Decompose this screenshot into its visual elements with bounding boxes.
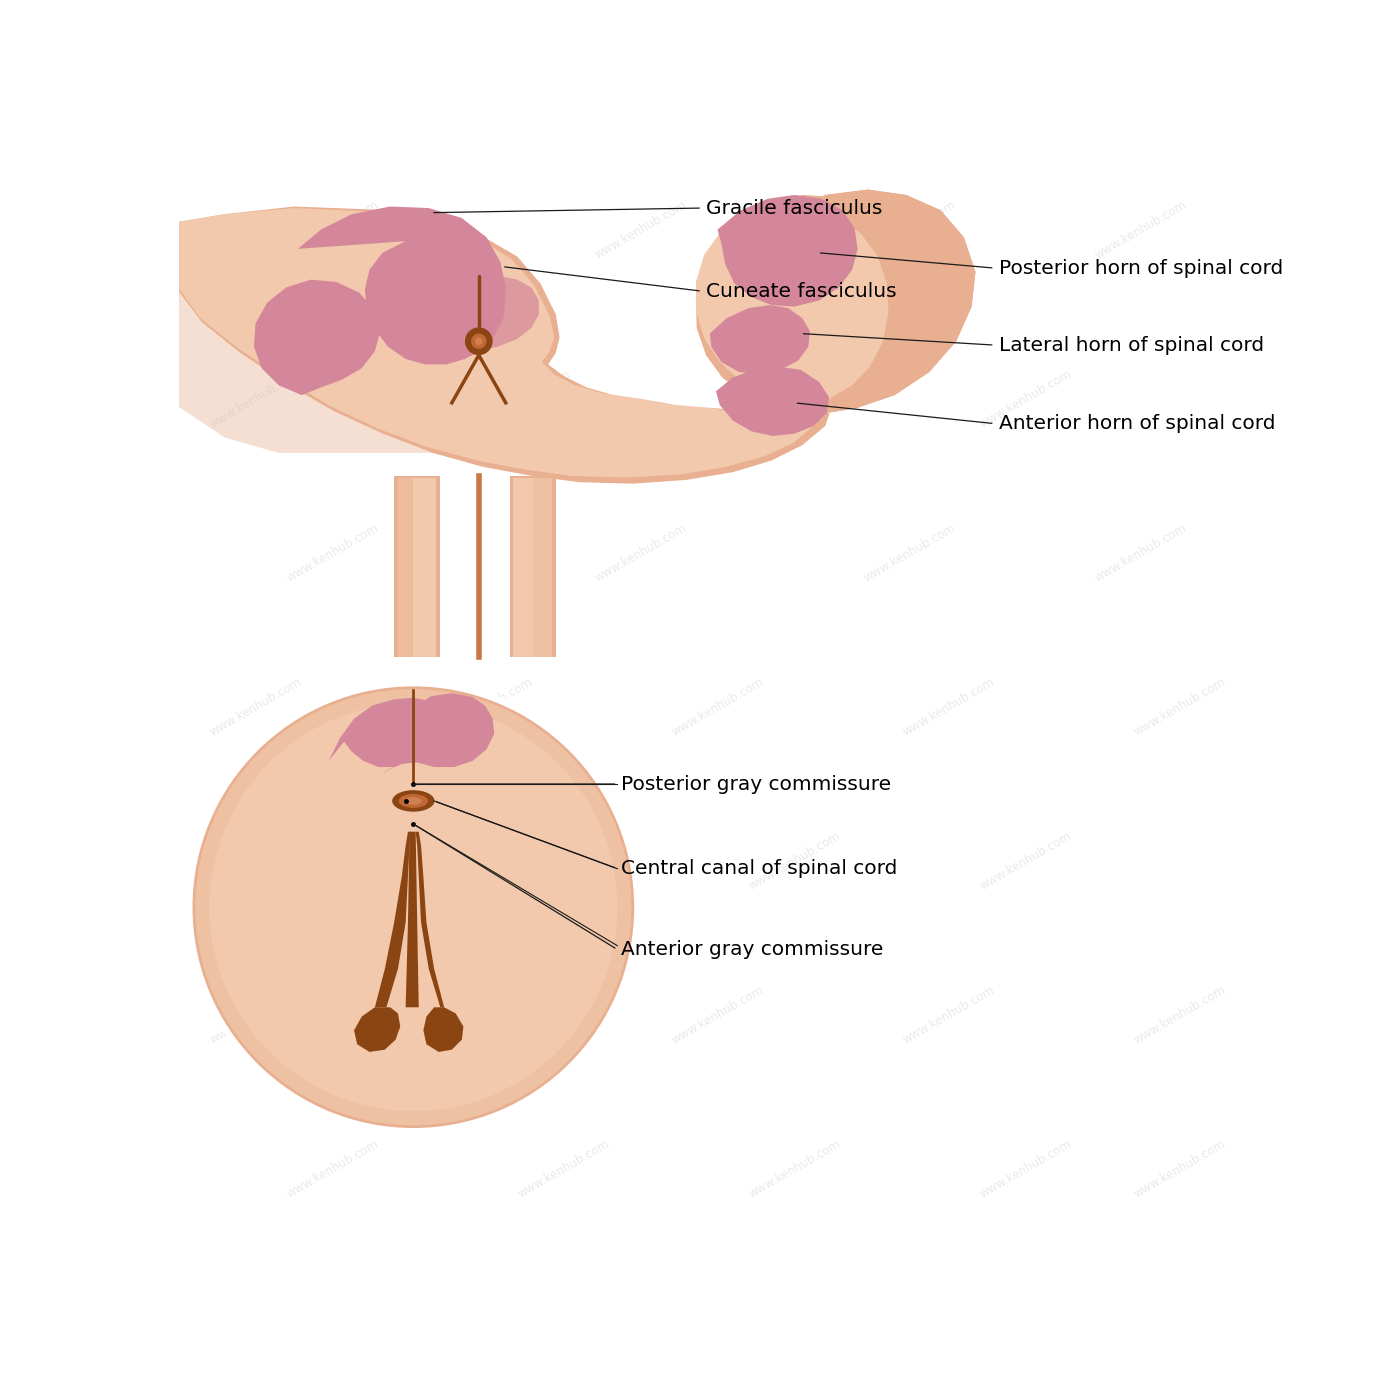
Polygon shape <box>385 234 505 364</box>
Text: www.kenhub.com: www.kenhub.com <box>1093 521 1189 585</box>
Polygon shape <box>179 291 433 454</box>
Polygon shape <box>696 189 976 414</box>
Text: www.kenhub.com: www.kenhub.com <box>515 829 612 893</box>
Circle shape <box>210 703 617 1112</box>
Text: www.kenhub.com: www.kenhub.com <box>592 197 689 262</box>
Text: www.kenhub.com: www.kenhub.com <box>207 367 304 431</box>
Text: www.kenhub.com: www.kenhub.com <box>207 983 304 1047</box>
Polygon shape <box>717 195 858 307</box>
Text: www.kenhub.com: www.kenhub.com <box>438 983 535 1047</box>
Text: www.kenhub.com: www.kenhub.com <box>862 521 958 585</box>
Polygon shape <box>514 477 552 657</box>
Text: www.kenhub.com: www.kenhub.com <box>746 1137 843 1201</box>
Ellipse shape <box>405 797 421 805</box>
Text: www.kenhub.com: www.kenhub.com <box>746 829 843 893</box>
Circle shape <box>186 680 641 1134</box>
Text: www.kenhub.com: www.kenhub.com <box>862 197 958 262</box>
Polygon shape <box>406 832 419 1008</box>
Circle shape <box>193 687 633 1127</box>
Polygon shape <box>395 476 440 657</box>
Text: www.kenhub.com: www.kenhub.com <box>592 521 689 585</box>
Text: Posterior horn of spinal cord: Posterior horn of spinal cord <box>998 259 1282 277</box>
Polygon shape <box>179 189 976 483</box>
Text: www.kenhub.com: www.kenhub.com <box>977 367 1074 431</box>
Circle shape <box>465 328 493 356</box>
Polygon shape <box>510 476 556 657</box>
Text: www.kenhub.com: www.kenhub.com <box>1131 983 1228 1047</box>
Text: Gracile fasciculus: Gracile fasciculus <box>706 199 882 217</box>
Polygon shape <box>375 832 412 1008</box>
Text: Anterior horn of spinal cord: Anterior horn of spinal cord <box>998 414 1275 433</box>
Ellipse shape <box>399 794 428 808</box>
Text: www.kenhub.com: www.kenhub.com <box>1131 1137 1228 1201</box>
Polygon shape <box>385 799 440 830</box>
Text: Lateral horn of spinal cord: Lateral horn of spinal cord <box>998 336 1264 354</box>
Polygon shape <box>696 206 889 405</box>
Text: www.kenhub.com: www.kenhub.com <box>284 1137 381 1201</box>
Polygon shape <box>398 477 437 657</box>
Polygon shape <box>423 1008 463 1051</box>
Text: www.kenhub.com: www.kenhub.com <box>284 521 381 585</box>
Polygon shape <box>381 763 438 801</box>
Text: Posterior gray commissure: Posterior gray commissure <box>622 774 892 794</box>
Text: Central canal of spinal cord: Central canal of spinal cord <box>622 860 897 878</box>
Text: www.kenhub.com: www.kenhub.com <box>900 675 997 739</box>
Polygon shape <box>382 767 433 785</box>
Polygon shape <box>329 697 447 767</box>
Polygon shape <box>179 193 952 477</box>
Ellipse shape <box>392 790 434 812</box>
Text: www.kenhub.com: www.kenhub.com <box>746 367 843 431</box>
Polygon shape <box>710 305 809 374</box>
Text: www.kenhub.com: www.kenhub.com <box>284 829 381 893</box>
Text: www.kenhub.com: www.kenhub.com <box>207 675 304 739</box>
Text: Cuneate fasciculus: Cuneate fasciculus <box>706 281 896 301</box>
Text: www.kenhub.com: www.kenhub.com <box>900 983 997 1047</box>
Text: www.kenhub.com: www.kenhub.com <box>1131 675 1228 739</box>
Polygon shape <box>298 206 505 364</box>
Polygon shape <box>416 832 444 1008</box>
Text: www.kenhub.com: www.kenhub.com <box>515 1137 612 1201</box>
Circle shape <box>475 337 483 344</box>
Text: www.kenhub.com: www.kenhub.com <box>438 675 535 739</box>
Text: www.kenhub.com: www.kenhub.com <box>977 829 1074 893</box>
Polygon shape <box>428 276 539 353</box>
Polygon shape <box>354 1008 400 1051</box>
Text: www.kenhub.com: www.kenhub.com <box>284 197 381 262</box>
Text: www.kenhub.com: www.kenhub.com <box>669 983 766 1047</box>
Polygon shape <box>253 280 381 395</box>
Polygon shape <box>395 476 413 657</box>
Polygon shape <box>403 693 494 767</box>
Text: www.kenhub.com: www.kenhub.com <box>477 367 573 431</box>
Text: www.kenhub.com: www.kenhub.com <box>977 1137 1074 1201</box>
Text: www.kenhub.com: www.kenhub.com <box>669 675 766 739</box>
Text: www.kenhub.com: www.kenhub.com <box>1093 197 1189 262</box>
Text: Anterior gray commissure: Anterior gray commissure <box>622 939 883 959</box>
Circle shape <box>470 333 487 349</box>
Text: KEN
HUB: KEN HUB <box>1273 1324 1316 1361</box>
Circle shape <box>193 687 633 1127</box>
Polygon shape <box>715 367 829 435</box>
Polygon shape <box>532 476 556 657</box>
